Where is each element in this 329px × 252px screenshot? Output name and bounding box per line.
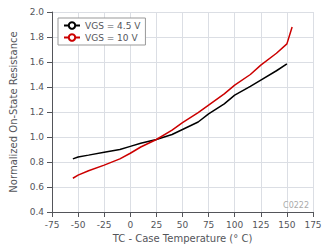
svg-text:0.8: 0.8 xyxy=(30,157,45,167)
svg-text:-25: -25 xyxy=(97,220,112,230)
svg-text:150: 150 xyxy=(278,220,295,230)
svg-text:25: 25 xyxy=(151,220,162,230)
svg-text:175: 175 xyxy=(304,220,321,230)
svg-text:0.6: 0.6 xyxy=(30,182,45,192)
svg-text:-50: -50 xyxy=(71,220,86,230)
svg-text:0.4: 0.4 xyxy=(30,207,45,217)
svg-text:-75: -75 xyxy=(45,220,60,230)
svg-text:VGS = 4.5 V: VGS = 4.5 V xyxy=(85,21,141,31)
svg-text:50: 50 xyxy=(177,220,189,230)
svg-text:0: 0 xyxy=(127,220,133,230)
svg-text:TC - Case Temperature (° C): TC - Case Temperature (° C) xyxy=(112,233,253,244)
svg-text:1.0: 1.0 xyxy=(30,132,45,142)
svg-text:1.6: 1.6 xyxy=(30,57,45,67)
svg-text:75: 75 xyxy=(203,220,214,230)
svg-text:1.8: 1.8 xyxy=(30,32,45,42)
svg-text:1.4: 1.4 xyxy=(30,82,45,92)
svg-text:100: 100 xyxy=(226,220,243,230)
svg-text:125: 125 xyxy=(252,220,269,230)
svg-text:C0222: C0222 xyxy=(283,201,309,210)
svg-text:1.2: 1.2 xyxy=(30,107,44,117)
svg-text:2.0: 2.0 xyxy=(30,7,45,17)
svg-text:VGS = 10 V: VGS = 10 V xyxy=(85,33,138,43)
svg-text:Normalized On-State Resistance: Normalized On-State Resistance xyxy=(8,31,19,192)
